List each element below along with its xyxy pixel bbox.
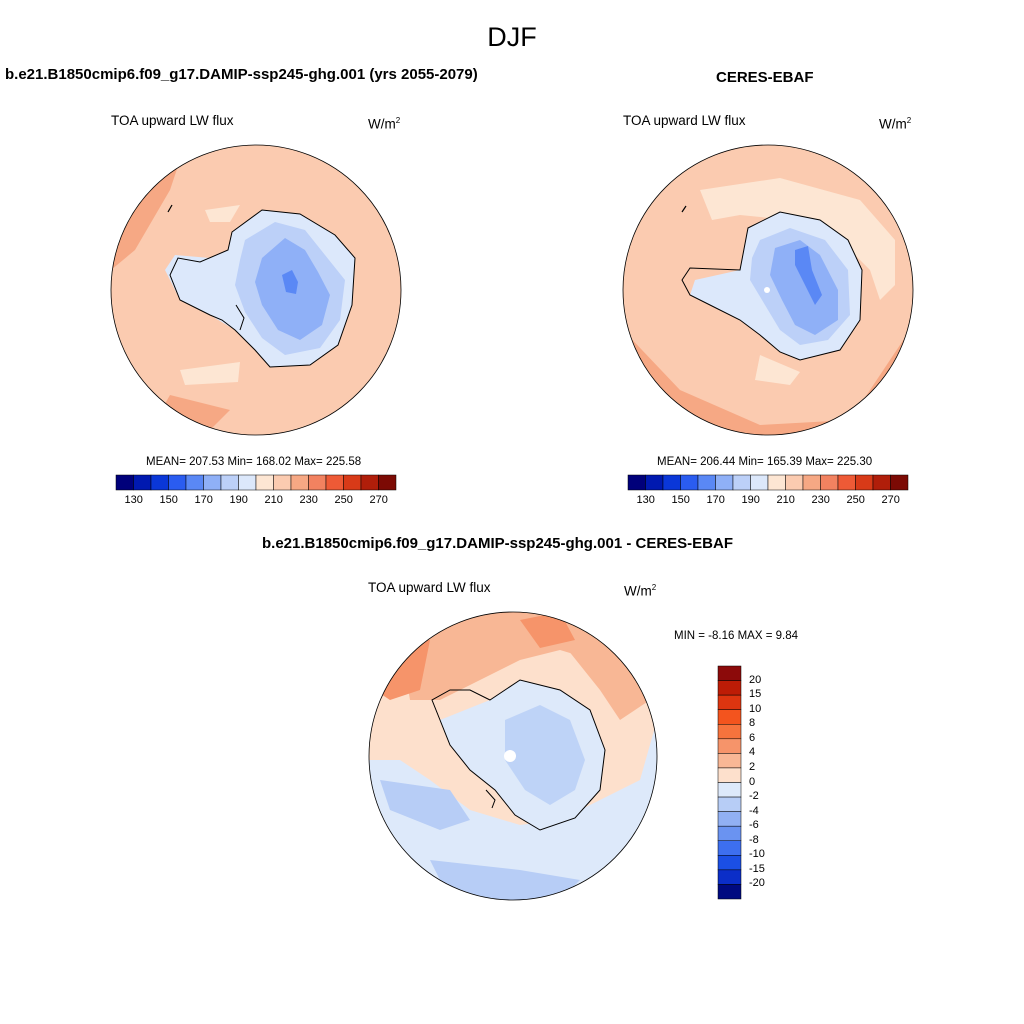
colorbar-obs-tick-label: 210 (776, 494, 795, 506)
colorbar-obs-swatch (890, 474, 909, 491)
panel2-title: CERES-EBAF (716, 69, 814, 86)
colorbar-difference-tick-label: -10 (749, 848, 765, 861)
colorbar-difference-tick-label: -2 (749, 790, 759, 803)
colorbar-difference-swatch (717, 884, 742, 900)
colorbar-obs-tick-label: 130 (636, 494, 655, 506)
panel1-stats: MEAN= 207.53 Min= 168.02 Max= 225.58 (146, 456, 362, 468)
colorbar-model-tick-label: 250 (334, 494, 353, 506)
colorbar-obs-tick-label: 190 (741, 494, 760, 506)
colorbar-model (115, 474, 397, 491)
colorbar-difference-tick-label: -20 (749, 877, 765, 890)
colorbar-model-tick-label: 230 (299, 494, 318, 506)
panel3-title: b.e21.B1850cmip6.f09_g17.DAMIP-ssp245-gh… (262, 535, 733, 552)
colorbar-model-tick-label: 170 (194, 494, 213, 506)
colorbar-model-tick-label: 210 (264, 494, 283, 506)
colorbar-difference-tick-label: 20 (749, 673, 762, 686)
colorbar-difference-tick-label: -8 (749, 833, 759, 846)
colorbar-obs-tick-label: 150 (671, 494, 690, 506)
panel3-variable: TOA upward LW flux (368, 580, 491, 595)
colorbar-obs (627, 474, 909, 491)
colorbar-obs-tick-label: 270 (881, 494, 900, 506)
colorbar-difference-tick-label: -15 (749, 862, 765, 875)
colorbar-difference-tick-label: 15 (749, 688, 762, 701)
polar-map-obs (623, 145, 913, 435)
colorbar-difference (717, 665, 742, 900)
panel3-stats: MIN = -8.16 MAX = 9.84 (674, 630, 799, 642)
colorbar-difference-tick-label: -6 (749, 819, 759, 832)
colorbar-difference-tick-label: 6 (749, 731, 756, 744)
panel2-variable: TOA upward LW flux (623, 113, 746, 128)
panel1-title: b.e21.B1850cmip6.f09_g17.DAMIP-ssp245-gh… (5, 66, 478, 83)
panel3-units: W/m2 (624, 583, 657, 599)
polar-map-difference (369, 612, 657, 900)
colorbar-obs-tick-label: 170 (706, 494, 725, 506)
colorbar-obs-tick-label: 230 (811, 494, 830, 506)
page-title: DJF (487, 22, 537, 52)
panel2-stats: MEAN= 206.44 Min= 165.39 Max= 225.30 (657, 456, 873, 468)
colorbar-model-swatch (378, 474, 397, 491)
colorbar-model-tick-label: 190 (229, 494, 248, 506)
colorbar-difference-tick-label: 8 (749, 717, 756, 730)
panel1-variable: TOA upward LW flux (111, 113, 234, 128)
colorbar-difference-tick-label: -4 (749, 804, 759, 817)
colorbar-difference-tick-label: 4 (749, 746, 756, 759)
colorbar-difference-tick-label: 0 (749, 775, 756, 788)
colorbar-model-tick-label: 130 (124, 494, 143, 506)
panel1-units: W/m2 (368, 116, 401, 132)
panel2-units: W/m2 (879, 116, 912, 132)
colorbar-difference-tick-label: 2 (749, 760, 756, 773)
colorbar-difference-tick-label: 10 (749, 702, 762, 715)
colorbar-model-tick-label: 270 (369, 494, 388, 506)
colorbar-model-tick-label: 150 (159, 494, 178, 506)
colorbar-obs-tick-label: 250 (846, 494, 865, 506)
